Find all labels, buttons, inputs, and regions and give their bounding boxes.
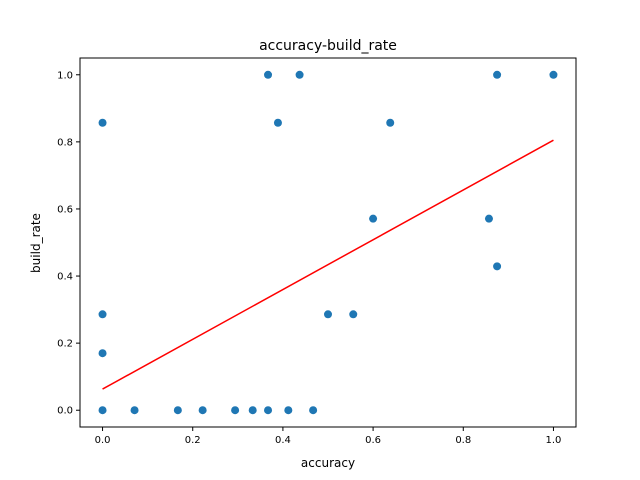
data-point	[493, 70, 502, 79]
data-point	[130, 406, 139, 415]
data-point	[369, 214, 378, 223]
data-point	[284, 406, 293, 415]
x-tick-label: 0.4	[275, 435, 291, 446]
x-axis: 0.0 0.2 0.4 0.6 0.8 1.0	[95, 427, 562, 446]
data-point	[98, 310, 107, 319]
trend-line	[102, 139, 554, 390]
data-point	[98, 406, 107, 415]
x-tick-label: 1.0	[546, 435, 562, 446]
data-point	[295, 70, 304, 79]
y-tick-label: 0.2	[57, 339, 73, 350]
data-point	[198, 406, 207, 415]
x-tick-label: 0.0	[95, 435, 111, 446]
x-tick-label: 0.2	[185, 435, 201, 446]
y-tick-label: 0.0	[57, 406, 73, 417]
data-point	[273, 118, 282, 127]
x-axis-label: accuracy	[301, 456, 355, 470]
data-point	[349, 310, 358, 319]
data-point	[98, 118, 107, 127]
data-point	[248, 406, 257, 415]
y-tick-label: 1.0	[57, 70, 73, 81]
data-point	[231, 406, 240, 415]
axes-frame	[79, 57, 577, 428]
y-axis: 0.0 0.2 0.4 0.6 0.8 1.0	[57, 70, 80, 417]
x-tick-label: 0.8	[455, 435, 471, 446]
data-point	[173, 406, 182, 415]
data-point	[493, 262, 502, 271]
data-point	[264, 70, 273, 79]
chart-title: accuracy-build_rate	[259, 38, 397, 54]
data-point	[98, 349, 107, 358]
data-point	[309, 406, 318, 415]
data-point	[264, 406, 273, 415]
data-point	[549, 70, 558, 79]
data-point	[484, 214, 493, 223]
plot-area	[98, 70, 558, 415]
x-tick-label: 0.6	[365, 435, 381, 446]
y-tick-label: 0.8	[57, 137, 73, 148]
y-axis-label: build_rate	[29, 213, 43, 273]
data-point	[324, 310, 332, 319]
data-point	[386, 118, 395, 127]
y-tick-label: 0.4	[57, 272, 73, 283]
y-tick-label: 0.6	[57, 204, 73, 215]
